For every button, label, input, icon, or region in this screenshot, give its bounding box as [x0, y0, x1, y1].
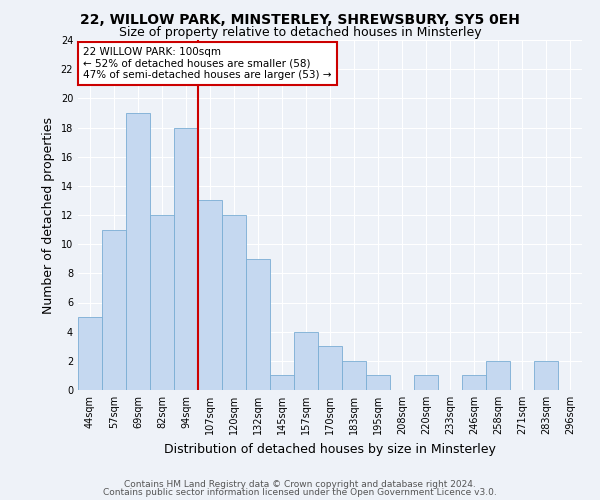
Y-axis label: Number of detached properties: Number of detached properties — [42, 116, 55, 314]
Text: 22 WILLOW PARK: 100sqm
← 52% of detached houses are smaller (58)
47% of semi-det: 22 WILLOW PARK: 100sqm ← 52% of detached… — [83, 47, 332, 80]
Bar — [174, 128, 198, 390]
Text: 22, WILLOW PARK, MINSTERLEY, SHREWSBURY, SY5 0EH: 22, WILLOW PARK, MINSTERLEY, SHREWSBURY,… — [80, 12, 520, 26]
Bar — [462, 376, 486, 390]
Bar — [222, 215, 246, 390]
Bar — [366, 376, 390, 390]
Text: Contains HM Land Registry data © Crown copyright and database right 2024.: Contains HM Land Registry data © Crown c… — [124, 480, 476, 489]
Bar — [102, 230, 126, 390]
Text: Contains public sector information licensed under the Open Government Licence v3: Contains public sector information licen… — [103, 488, 497, 497]
Bar — [342, 361, 366, 390]
Text: Size of property relative to detached houses in Minsterley: Size of property relative to detached ho… — [119, 26, 481, 39]
Bar — [78, 317, 102, 390]
Bar — [414, 376, 438, 390]
X-axis label: Distribution of detached houses by size in Minsterley: Distribution of detached houses by size … — [164, 442, 496, 456]
Bar — [198, 200, 222, 390]
Bar — [150, 215, 174, 390]
Bar — [318, 346, 342, 390]
Bar — [294, 332, 318, 390]
Bar — [486, 361, 510, 390]
Bar — [246, 259, 270, 390]
Bar — [534, 361, 558, 390]
Bar — [270, 376, 294, 390]
Bar — [126, 113, 150, 390]
